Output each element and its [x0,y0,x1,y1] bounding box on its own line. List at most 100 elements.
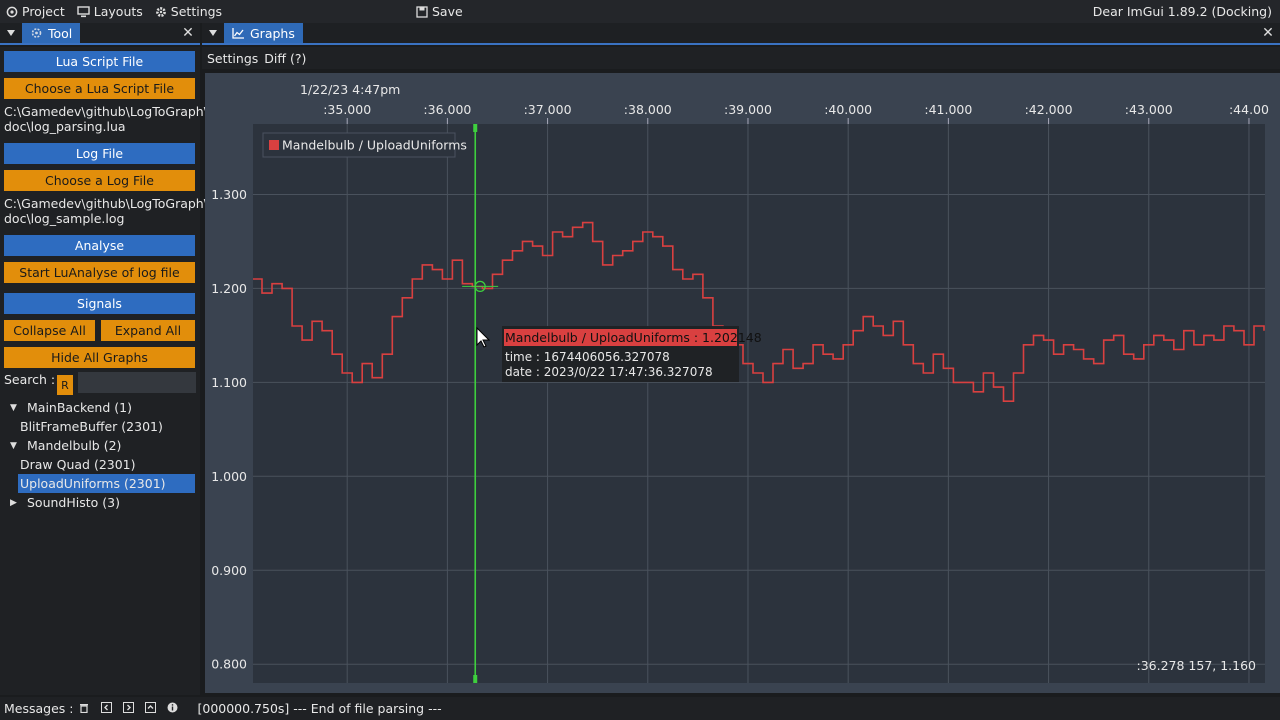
legend-box [262,132,456,158]
log-path-line2: doc\log_sample.log [4,211,125,226]
tree-node-mandelbulb[interactable]: ▼ Mandelbulb (2) [0,436,195,455]
x-tick-label: :35.000 [323,102,371,117]
settings-menu[interactable]: Settings [149,0,228,23]
y-tick-label: 1.200 [211,281,247,296]
trash-icon[interactable] [73,702,95,716]
chevron-up-icon[interactable] [139,701,161,716]
save-button[interactable]: Save [416,0,463,23]
tooltip-title: Mandelbulb / UploadUniforms : 1.202148 [505,330,762,345]
lua-path-line2: doc\log_parsing.lua [4,119,126,134]
x-tick-label: :41.000 [924,102,972,117]
search-input[interactable] [78,372,196,393]
tool-icon [31,28,42,38]
info-icon[interactable] [161,702,183,716]
project-menu[interactable]: Project [0,0,71,23]
triangle-down-icon [7,30,15,36]
settings-menu-label: Settings [170,4,223,19]
date-label: 1/22/23 4:47pm [300,82,400,97]
hover-point-marker [462,280,499,293]
tool-close-icon[interactable]: ✕ [182,25,194,41]
x-tick-label: :42.000 [1025,102,1073,117]
layouts-menu[interactable]: Layouts [71,0,149,23]
y-tick-label: 1.000 [211,469,247,484]
tool-panel: Lua Script File Choose a Lua Script File… [0,47,208,695]
x-tick-label: :40.000 [824,102,872,117]
y-tick-label: 0.900 [211,563,247,578]
cursor-handle-top[interactable] [473,124,478,132]
tree-leaf-label: BlitFrameBuffer (2301) [20,419,163,434]
expand-all-button[interactable]: Expand All [101,320,195,341]
tree-node-label: Mandelbulb (2) [27,438,122,453]
y-tick-label: 1.300 [211,187,247,202]
y-tick-label: 0.800 [211,657,247,672]
graphs-diff-menu[interactable]: Diff (?) [264,50,307,66]
tree-leaf-blitframebuffer[interactable]: BlitFrameBuffer (2301) [0,417,195,436]
x-tick-label: :44.00 [1229,102,1269,117]
plot-area[interactable] [253,124,1265,683]
lua-path-line1: C:\Gamedev\github\LogToGraph\ [4,104,208,119]
graphs-settings-menu[interactable]: Settings [207,50,259,66]
lua-script-file-header[interactable]: Lua Script File [4,51,195,72]
triangle-down-icon [209,30,217,36]
monitor-icon [77,5,90,17]
tree-leaf-uploaduniforms[interactable]: UploadUniforms (2301) [18,474,195,493]
floppy-disk-icon [416,5,428,18]
choose-log-file-button[interactable]: Choose a Log File [4,170,195,191]
graphs-window-menu-arrow[interactable] [202,23,224,43]
gear-icon [155,6,166,17]
graph-plot[interactable]: :35.000:36.000:37.000:38.000:39.000:40.0… [205,73,1280,693]
legend-label: Mandelbulb / UploadUniforms [282,138,467,153]
start-analyse-button[interactable]: Start LuAnalyse of log file [4,262,195,283]
layouts-menu-label: Layouts [93,4,143,19]
tab-tool-label: Tool [48,25,73,41]
tree-node-label: MainBackend (1) [27,400,132,415]
analyse-header[interactable]: Analyse [4,235,195,256]
x-tick-label: :37.000 [524,102,572,117]
collapse-all-button[interactable]: Collapse All [4,320,95,341]
project-icon [6,6,18,17]
last-message: [000000.750s] --- End of file parsing --… [197,701,442,716]
line-chart-icon [232,28,244,39]
hide-all-graphs-button[interactable]: Hide All Graphs [4,347,195,368]
tab-tool[interactable]: Tool [22,23,81,43]
collapsed-arrow-icon: ▶ [10,497,17,508]
tree-leaf-draw-quad[interactable]: Draw Quad (2301) [0,455,195,474]
graphs-tabbar: Graphs ✕ [202,23,1280,45]
graphs-close-icon[interactable]: ✕ [1262,25,1274,41]
chevron-left-icon[interactable] [95,701,117,716]
expanded-arrow-icon: ▼ [10,440,17,451]
tree-node-mainbackend[interactable]: ▼ MainBackend (1) [0,398,195,417]
legend[interactable]: Mandelbulb / UploadUniforms [262,132,467,158]
log-path-line1: C:\Gamedev\github\LogToGraph\ [4,196,208,211]
tree-leaf-label: UploadUniforms (2301) [20,476,166,491]
tooltip: Mandelbulb / UploadUniforms : 1.202148 t… [502,326,762,382]
mouse-pointer-icon [476,326,491,348]
cursor-handle-bottom[interactable] [473,675,478,683]
project-menu-label: Project [22,4,65,19]
search-label: Search : [4,372,56,387]
tooltip-time: time : 1674406056.327078 [505,350,670,364]
tool-tabbar: Tool ✕ [0,23,200,45]
series-line-uploaduniforms[interactable] [253,221,1265,402]
tree-leaf-label: Draw Quad (2301) [20,457,136,472]
search-reset-button[interactable]: R [57,375,73,395]
graphs-menu-bar: Settings Diff (?) [202,47,1280,69]
log-file-header[interactable]: Log File [4,143,195,164]
tool-window-menu-arrow[interactable] [0,23,22,43]
x-axis-ticks: :35.000:36.000:37.000:38.000:39.000:40.0… [323,102,1269,124]
grid-lines [253,124,1265,683]
tree-node-soundhisto[interactable]: ▶ SoundHisto (3) [0,493,195,512]
tree-node-label: SoundHisto (3) [27,495,120,510]
coordinates-readout: :36.278 157, 1.160 [1136,658,1256,673]
chevron-right-icon[interactable] [117,701,139,716]
x-tick-label: :36.000 [423,102,471,117]
signals-header[interactable]: Signals [4,293,195,314]
plot-frame[interactable]: :35.000:36.000:37.000:38.000:39.000:40.0… [205,73,1280,693]
tab-graphs[interactable]: Graphs [224,23,303,43]
choose-lua-script-button[interactable]: Choose a Lua Script File [4,78,195,99]
tooltip-header [504,329,737,346]
tooltip-date: date : 2023/0/22 17:47:36.327078 [505,365,713,379]
y-axis-ticks: 1.300 1.200 1.100 1.000 0.900 0.800 [211,187,247,672]
app-title: Dear ImGui 1.89.2 (Docking) [1092,4,1272,19]
tab-graphs-label: Graphs [250,25,295,41]
